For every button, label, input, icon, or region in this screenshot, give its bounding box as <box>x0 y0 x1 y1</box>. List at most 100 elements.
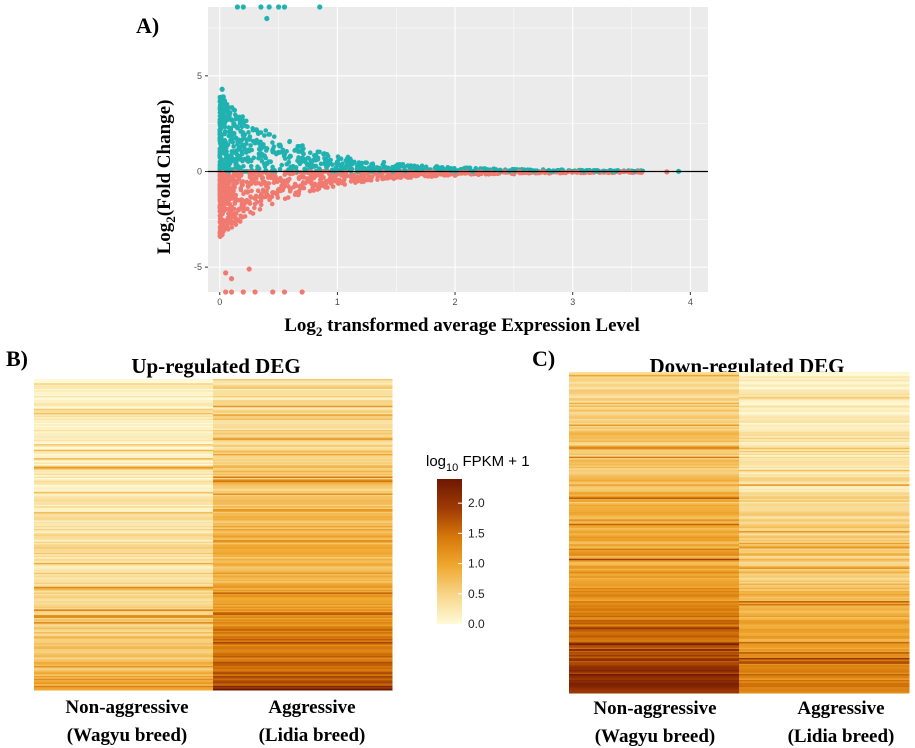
heatmap-cell <box>739 393 910 396</box>
heatmap-cell <box>213 452 393 455</box>
heatmap-cell <box>34 445 214 448</box>
heatmap-cell <box>569 500 740 503</box>
heatmap-cell <box>213 412 393 415</box>
heatmap-cell <box>213 442 393 445</box>
down-regulated-point <box>241 201 247 207</box>
heatmap-cell <box>739 523 910 526</box>
heatmap-cell <box>569 461 740 463</box>
scatter-gridlines <box>208 7 708 292</box>
down-regulated-point <box>399 174 404 180</box>
heatmap-cell <box>213 492 393 495</box>
heatmap-cell <box>569 640 740 643</box>
heatmap-cell <box>34 517 214 520</box>
heatmap-cell <box>569 590 740 593</box>
heatmap-cell <box>569 376 740 379</box>
panel-b: B) Up-regulated DEG Non-aggressive (Wagy… <box>6 346 393 746</box>
down-regulated-point <box>361 179 367 184</box>
heatmap-cell <box>34 494 214 497</box>
heatmap-cell <box>213 427 393 429</box>
heatmap-cell <box>739 590 910 593</box>
heatmap-cell <box>34 425 214 428</box>
heatmap-cell <box>569 554 740 557</box>
heatmap-cell <box>739 459 910 462</box>
down-regulated-point <box>296 188 302 194</box>
heatmap-cell <box>34 680 214 683</box>
heatmap-cell <box>569 487 740 490</box>
heatmap-cell <box>739 637 910 640</box>
heatmap-cell <box>739 456 910 459</box>
heatmap-cell <box>569 393 740 396</box>
up-regulated-point <box>292 147 298 153</box>
heatmap-cell <box>569 479 740 482</box>
heatmap-cell <box>213 526 393 528</box>
heatmap-cell <box>739 461 910 463</box>
up-regulated-point <box>221 109 226 115</box>
heatmap-cell <box>34 663 214 666</box>
heatmap-cell <box>569 653 740 656</box>
down-regulated-point <box>285 177 290 183</box>
heatmap-cell <box>739 498 910 501</box>
heatmap-cell <box>739 376 910 379</box>
heatmap-cell <box>739 611 910 614</box>
heatmap-cell <box>739 396 910 399</box>
heatmap-cell <box>213 647 393 650</box>
up-regulated-point <box>234 4 241 10</box>
heatmap-cell <box>213 408 393 411</box>
up-regulated-point <box>376 166 381 171</box>
down-regulated-point <box>300 174 305 180</box>
heatmap-cell <box>213 639 393 642</box>
heatmap-cell <box>34 660 214 663</box>
heatmap-cell <box>739 566 910 569</box>
heatmap-cell <box>213 644 393 647</box>
down-regulated-point <box>256 172 262 178</box>
heatmap-cell <box>739 414 910 417</box>
heatmap-cell <box>739 676 910 679</box>
heatmap-cell <box>739 548 910 551</box>
heatmap-cell <box>569 587 740 590</box>
heatmap-cell <box>34 521 214 524</box>
heatmap-cell <box>739 446 910 449</box>
heatmap-cell <box>569 408 740 411</box>
heatmap-cell <box>739 382 910 385</box>
down-regulated-point <box>318 177 323 182</box>
heatmap-cell <box>569 688 740 691</box>
heatmap-cell <box>213 500 393 503</box>
heatmap-cell <box>569 561 740 564</box>
up-regulated-point <box>217 159 223 165</box>
heatmap-cell <box>569 568 740 571</box>
up-regulated-point <box>286 155 292 160</box>
heatmap-cell <box>34 452 214 455</box>
heatmap-cell <box>739 574 910 577</box>
heatmap-cell <box>569 630 740 633</box>
heatmap-cell <box>739 647 910 650</box>
heatmap-cell <box>569 628 740 631</box>
heatmap-cell <box>739 603 910 606</box>
heatmap-cell <box>34 677 214 680</box>
heatmap-cell <box>34 627 214 630</box>
heatmap-cell <box>213 599 393 602</box>
heatmap-cell <box>213 411 393 414</box>
heatmap-cell <box>569 474 740 477</box>
up-regulated-point <box>224 117 230 123</box>
heatmap-cell <box>569 466 740 469</box>
up-regulated-point <box>305 155 311 161</box>
heatmap-cell <box>34 418 214 421</box>
heatmap-cell <box>213 451 393 454</box>
heatmap-cell <box>739 526 910 529</box>
scatter-x-ticks: 0 1 2 3 4 <box>217 292 693 307</box>
up-regulated-point <box>522 167 527 172</box>
heatmap-cell <box>739 579 910 582</box>
heatmap-cell <box>34 501 214 504</box>
down-regulated-point <box>265 185 271 191</box>
x-tick-label: 3 <box>570 297 575 307</box>
heatmap-cell <box>213 398 393 401</box>
up-regulated-point <box>261 142 266 147</box>
heatmap-cell <box>213 458 393 461</box>
heatmap-cell <box>213 393 393 396</box>
heatmap-cell <box>34 564 214 567</box>
heatmap-cell <box>739 614 910 617</box>
heatmap-cell <box>739 582 910 585</box>
up-regulated-point <box>307 150 313 156</box>
heatmap-cell <box>213 554 393 557</box>
up-regulated-point <box>244 141 249 146</box>
